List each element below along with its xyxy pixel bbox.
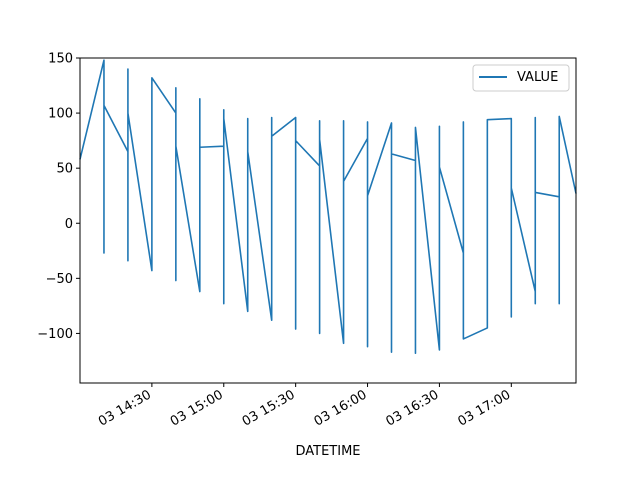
y-tick-label: −50 — [46, 272, 73, 287]
y-tick-label: 100 — [48, 107, 73, 122]
plot-area-frame — [79, 57, 577, 384]
x-tick-label: 03 15:00 — [168, 387, 226, 429]
x-axis: 03 14:30 03 15:00 03 15:30 03 16:00 03 16:30… — [96, 383, 513, 430]
x-tick-label: 03 17:00 — [455, 387, 513, 429]
legend-box — [472, 64, 570, 92]
series-line-value — [79, 59, 577, 355]
y-tick-label: 150 — [48, 52, 73, 67]
x-tick-label: 03 15:30 — [240, 387, 298, 429]
x-tick-label: 03 16:30 — [384, 387, 442, 429]
series-line-group — [79, 59, 577, 355]
legend-label-value: VALUE — [517, 70, 558, 85]
y-axis: 150 100 50 0 −50 −100 — [37, 52, 80, 342]
x-axis-title: DATETIME — [295, 444, 360, 459]
legend: VALUE — [472, 64, 570, 92]
y-tick-label: 50 — [56, 162, 73, 177]
y-tick-label: −100 — [37, 327, 73, 342]
x-tick-label: 03 14:30 — [96, 387, 154, 429]
y-tick-label: 0 — [65, 217, 73, 232]
x-tick-label: 03 16:00 — [312, 387, 370, 429]
